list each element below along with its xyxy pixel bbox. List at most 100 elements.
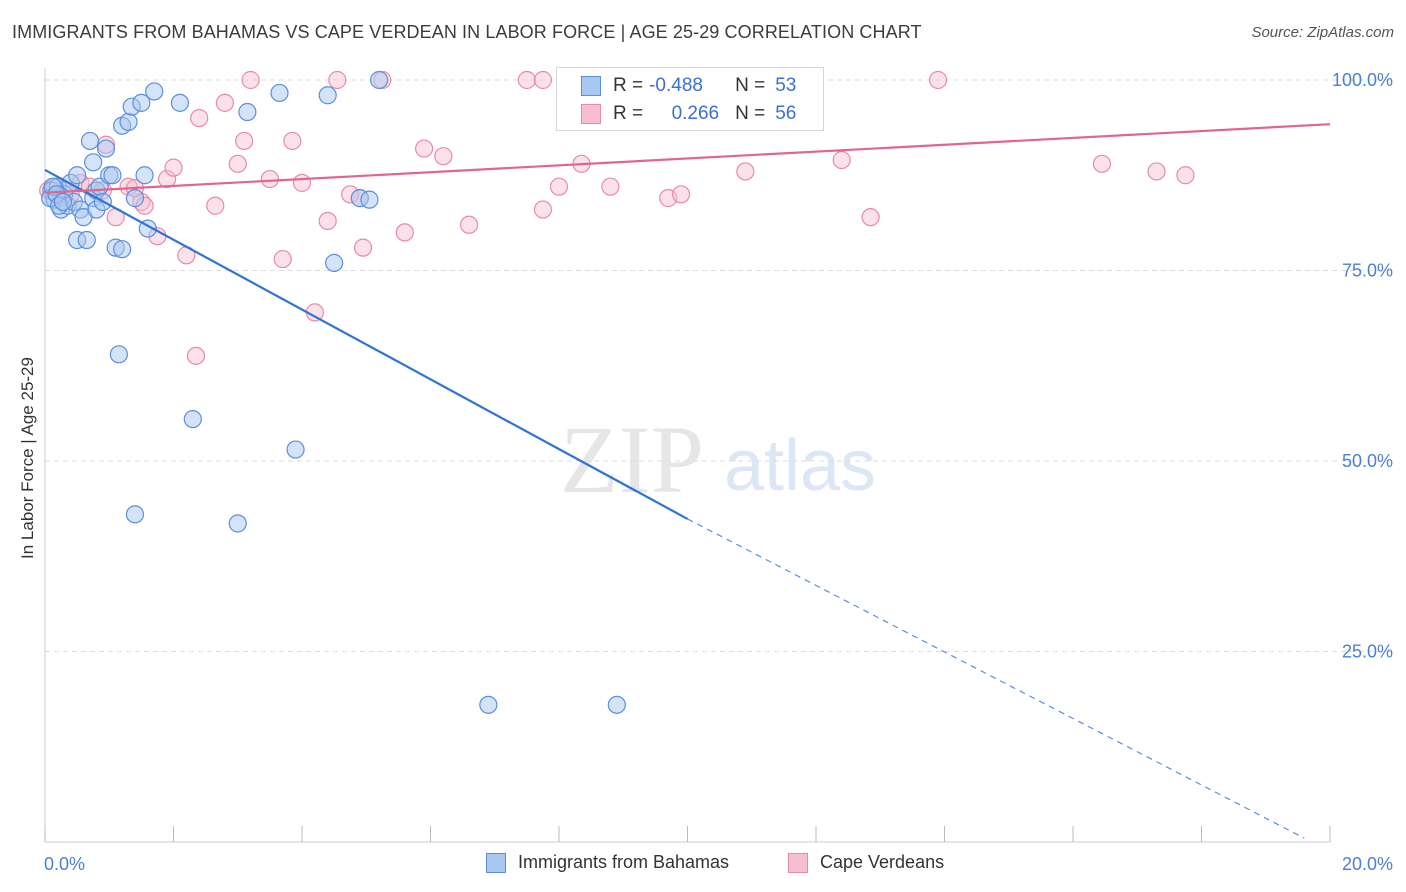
axes	[44, 68, 1331, 843]
bahamas-point	[607, 695, 626, 714]
legend-swatch-pink	[581, 104, 601, 124]
y-tick-label: 75.0%	[1342, 261, 1393, 281]
bahamas-point	[370, 70, 389, 90]
y-tick-label: 100.0%	[1332, 70, 1393, 90]
cape-verdeans-point	[533, 70, 553, 90]
cape-verdeans-point	[671, 185, 691, 204]
bahamas-point	[360, 190, 379, 209]
bahamas-trend-line	[44, 168, 689, 520]
watermark-zip: ZIP	[560, 406, 704, 513]
bahamas-point	[109, 345, 128, 364]
y-tick-label: 50.0%	[1342, 451, 1393, 471]
bahamas-point	[80, 131, 100, 151]
source-label: Source: ZipAtlas.com	[1251, 24, 1394, 41]
bahamas-point	[96, 139, 116, 158]
cape-verdeans-point	[215, 93, 234, 112]
cape-verdeans-point	[206, 196, 225, 215]
cape-verdeans-point	[414, 139, 434, 158]
cape-verdeans-point	[533, 200, 553, 219]
bahamas-point	[325, 253, 344, 272]
bahamas-point	[228, 514, 247, 533]
bottom-legend-swatch-blue	[486, 852, 506, 873]
x-tick-label: 0.0%	[44, 854, 85, 874]
tick-labels: 100.0% 75.0% 50.0% 25.0% 0.0% 20.0%	[44, 70, 1393, 874]
bahamas-point	[77, 230, 96, 250]
bahamas-point	[286, 440, 305, 459]
cape-verdeans-point	[164, 158, 183, 177]
grid	[45, 79, 1395, 652]
bahamas-point	[112, 240, 132, 259]
bahamas-point	[238, 102, 257, 122]
chart-title: IMMIGRANTS FROM BAHAMAS VS CAPE VERDEAN …	[12, 22, 922, 42]
bahamas-point	[270, 83, 289, 103]
trend-lines	[44, 123, 1331, 839]
bahamas-point	[479, 695, 498, 714]
cape-verdeans-point	[186, 346, 206, 365]
cape-verdeans-point	[353, 238, 373, 257]
cape-verdeans-point	[736, 162, 755, 181]
cape-verdeans-point	[601, 177, 620, 196]
bottom-legend-cape-verdeans[interactable]: Cape Verdeans	[788, 852, 944, 873]
legend-row-bahamas: R = -0.488 N = 53	[557, 72, 796, 100]
cape-verdeans-point	[328, 70, 347, 90]
bahamas-trend-extension	[687, 518, 1305, 839]
bahamas-point	[119, 112, 138, 132]
bottom-legend-label: Cape Verdeans	[820, 852, 945, 872]
cape-verdeans-trend-line	[44, 123, 1331, 194]
bahamas-point	[145, 82, 164, 101]
bahamas-points	[41, 70, 626, 714]
legend-row-cape-verdeans: R = 0.266 N = 56	[557, 100, 796, 128]
cape-verdeans-point	[318, 211, 337, 231]
bahamas-point	[183, 409, 202, 429]
bahamas-point	[84, 153, 103, 172]
bahamas-point	[125, 505, 145, 524]
cape-verdeans-point	[1092, 154, 1112, 173]
bahamas-point	[132, 93, 151, 112]
cape-verdeans-point	[228, 154, 247, 173]
bahamas-point	[103, 166, 122, 185]
cape-verdeans-point	[517, 70, 536, 90]
x-tick-label: 20.0%	[1342, 854, 1393, 874]
cape-verdeans-point	[292, 173, 312, 192]
cape-verdeans-point	[190, 108, 209, 128]
bahamas-point	[125, 189, 145, 208]
watermark: ZIP atlas	[560, 406, 876, 513]
legend-n-value: 53	[775, 75, 797, 96]
legend-r-label: R =	[613, 103, 644, 124]
cape-verdeans-point	[928, 70, 948, 90]
bahamas-point	[318, 86, 337, 105]
legend-n-label: N =	[735, 103, 766, 124]
bahamas-point	[135, 166, 154, 185]
legend-n-label: N =	[735, 75, 766, 96]
cape-verdeans-point	[434, 147, 453, 166]
cape-verdeans-point	[861, 208, 880, 227]
correlation-legend: R = -0.488 N = 53 R = 0.266 N = 56	[556, 67, 824, 131]
cape-verdeans-point	[1147, 162, 1166, 181]
watermark-atlas: atlas	[724, 426, 876, 506]
cape-verdeans-point	[260, 169, 279, 189]
cape-verdeans-point	[157, 169, 177, 189]
cape-verdeans-point	[273, 249, 292, 269]
cape-verdeans-point	[1176, 166, 1195, 185]
legend-swatch-blue	[581, 76, 601, 96]
bahamas-point	[53, 192, 73, 212]
cape-verdeans-point	[395, 223, 414, 242]
bottom-legend-swatch-pink	[788, 852, 808, 873]
cape-verdeans-point	[549, 177, 569, 196]
cape-verdeans-point	[459, 215, 479, 234]
bahamas-point	[170, 93, 190, 112]
bottom-legend: Immigrants from Bahamas Cape Verdeans	[0, 852, 1406, 878]
bottom-legend-label: Immigrants from Bahamas	[518, 852, 730, 872]
bottom-legend-bahamas[interactable]: Immigrants from Bahamas	[486, 852, 729, 873]
bahamas-point	[68, 166, 87, 185]
legend-r-label: R =	[613, 75, 644, 96]
cape-verdeans-point	[832, 150, 851, 170]
cape-verdeans-point	[235, 131, 254, 151]
legend-r-value: -0.488	[649, 75, 703, 96]
cape-verdeans-point	[241, 70, 260, 90]
y-tick-label: 25.0%	[1342, 642, 1393, 662]
legend-n-value: 56	[775, 103, 797, 124]
cape-verdeans-point	[283, 131, 302, 151]
legend-r-value: 0.266	[671, 103, 720, 124]
